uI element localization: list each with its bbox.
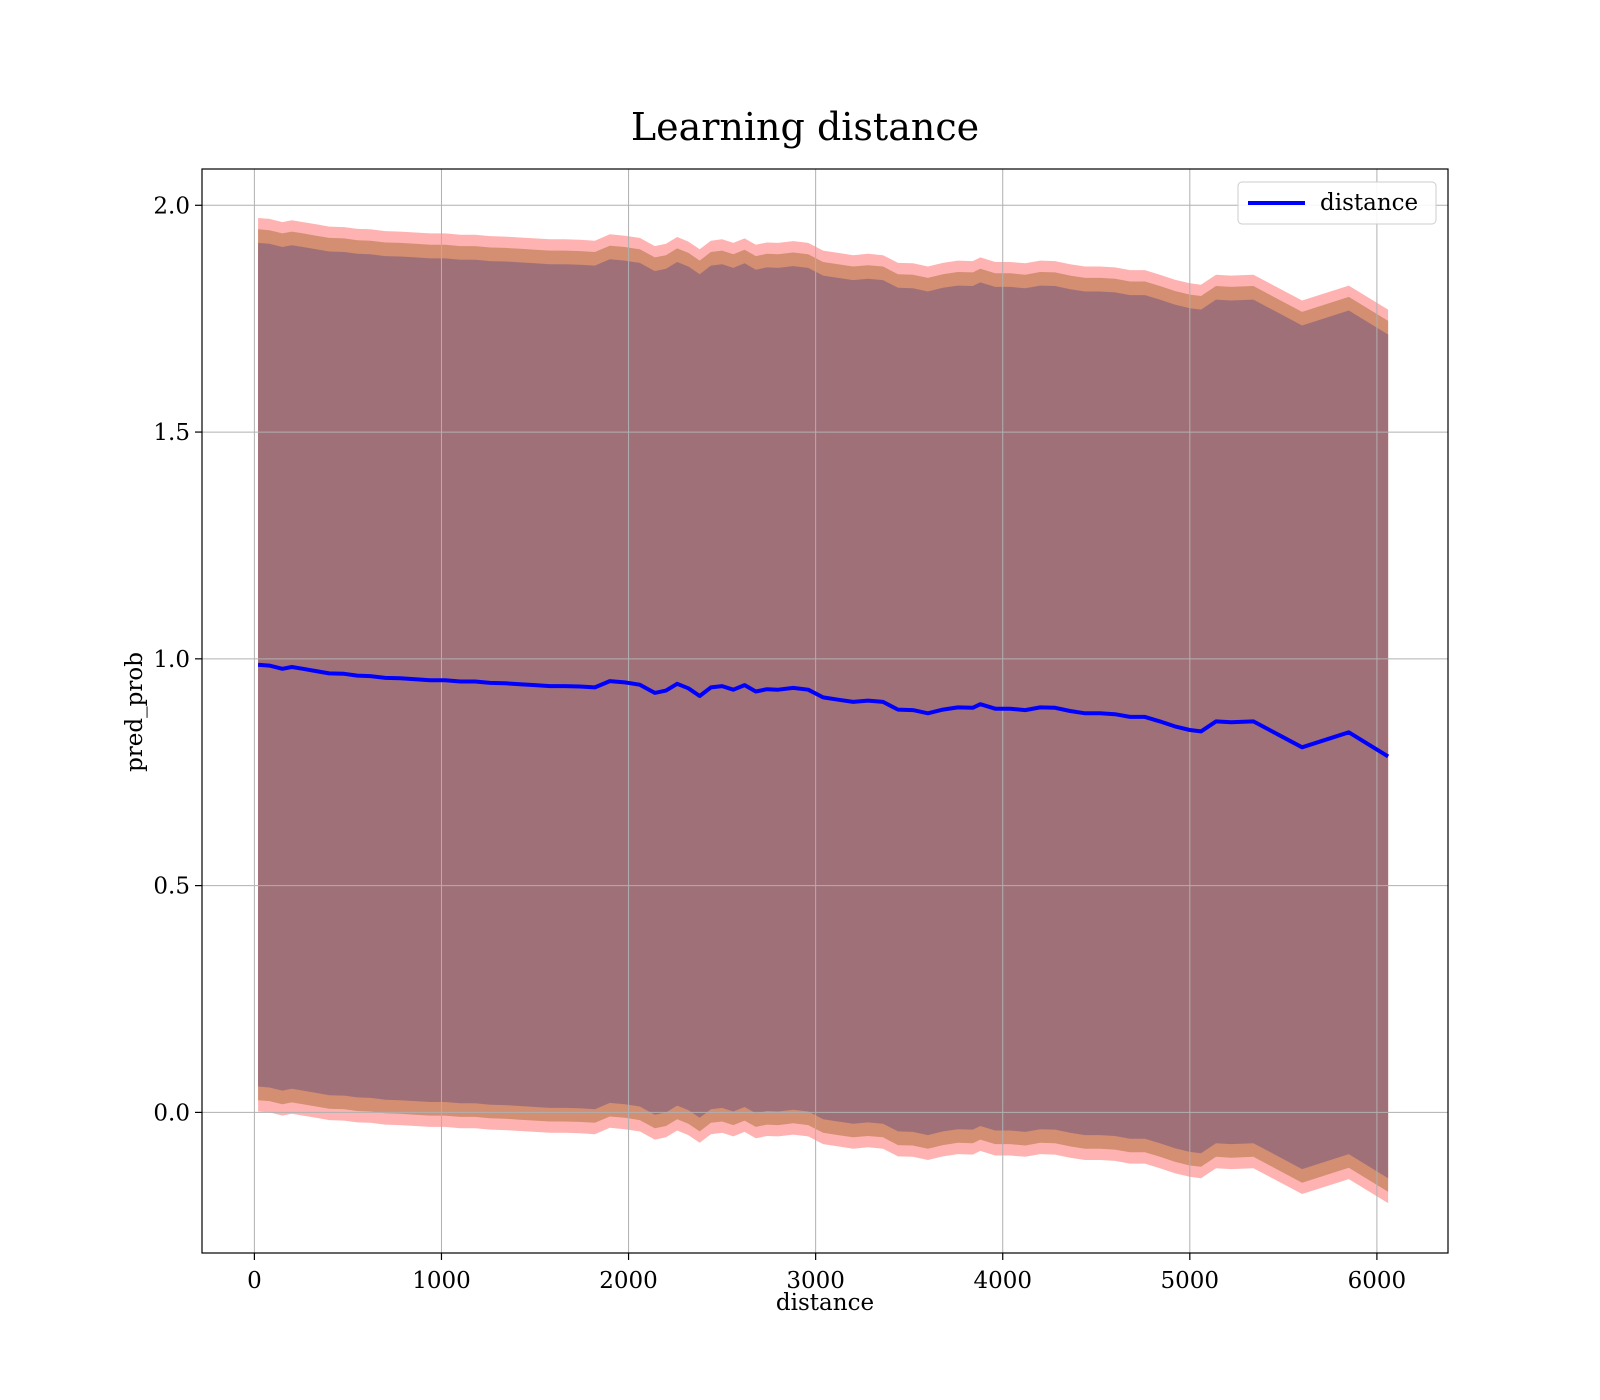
x-tick-label: 4000 (973, 1268, 1032, 1294)
x-axis-ticks: 0 1000 2000 3000 4000 5000 6000 (247, 1253, 1406, 1294)
y-tick-label: 0.5 (153, 874, 190, 900)
x-tick-label: 1000 (412, 1268, 471, 1294)
x-tick-label: 3000 (786, 1268, 845, 1294)
y-tick-label: 1.5 (153, 420, 190, 446)
confidence-bands (258, 218, 1389, 1204)
legend: distance (1237, 181, 1437, 225)
y-axis-ticks: 0.0 0.5 1.0 1.5 2.0 (153, 193, 202, 1126)
chart-title: Learning distance (631, 105, 979, 149)
legend-label-distance: distance (1320, 190, 1418, 216)
x-tick-label: 2000 (599, 1268, 658, 1294)
band-inner (258, 242, 1389, 1179)
x-tick-label: 5000 (1161, 1268, 1220, 1294)
plot-frame (201, 168, 1449, 1254)
y-axis-label: pred_prob (122, 652, 148, 772)
y-tick-label: 1.0 (153, 647, 190, 673)
legend-box (1237, 181, 1437, 225)
y-tick-label: 2.0 (153, 193, 190, 219)
x-axis-label: distance (776, 1290, 874, 1316)
series-line-distance (257, 662, 1390, 759)
x-tick-label: 6000 (1348, 1268, 1407, 1294)
series-lines (257, 662, 1390, 759)
y-tick-label: 0.0 (153, 1100, 190, 1126)
x-tick-label: 0 (247, 1268, 262, 1294)
